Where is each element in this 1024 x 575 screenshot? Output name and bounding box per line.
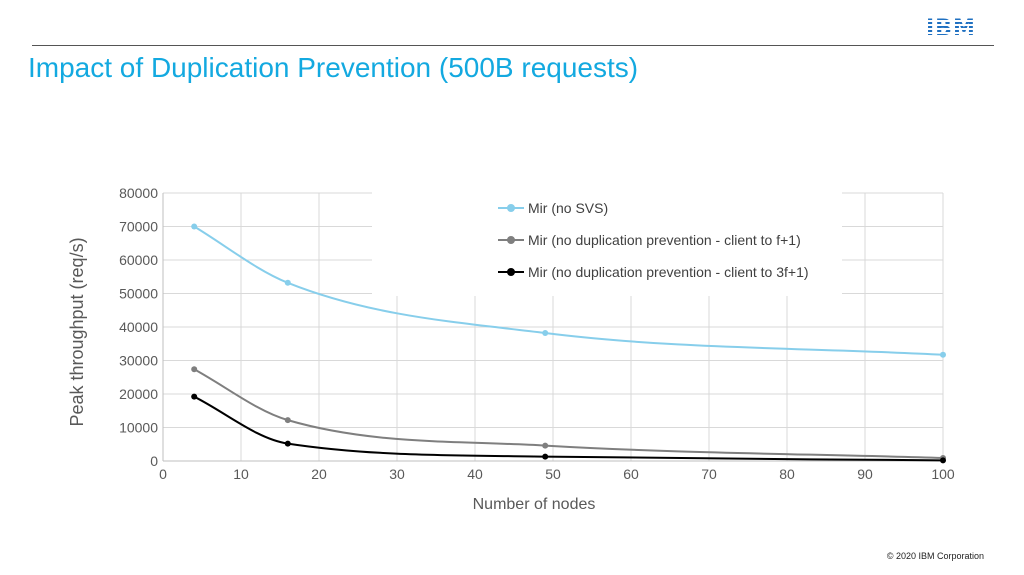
page-title: Impact of Duplication Prevention (500B r… — [28, 52, 639, 83]
legend-label: Mir (no duplication prevention - client … — [528, 232, 801, 248]
y-tick-label: 0 — [150, 453, 158, 469]
y-tick-label: 50000 — [119, 286, 158, 302]
x-tick-label: 80 — [779, 466, 795, 482]
copyright-text: © 2020 IBM Corporation — [886, 551, 984, 561]
x-tick-labels: 0 10 20 30 40 50 60 70 80 90 100 — [159, 466, 955, 482]
legend-background — [372, 188, 842, 296]
legend-swatch-marker — [507, 236, 515, 244]
y-tick-label: 20000 — [119, 386, 158, 402]
y-tick-label: 40000 — [119, 319, 158, 335]
x-tick-label: 100 — [931, 466, 955, 482]
data-point — [191, 223, 198, 230]
data-point — [284, 417, 291, 424]
data-point — [542, 442, 549, 449]
y-tick-label: 60000 — [119, 252, 158, 268]
data-point — [284, 279, 291, 286]
data-point — [940, 457, 946, 464]
y-tick-label: 80000 — [119, 185, 158, 201]
chart-legend: Mir (no SVS) Mir (no duplication preventi… — [372, 188, 842, 296]
legend-label: Mir (no SVS) — [528, 200, 608, 216]
series-line — [193, 368, 944, 459]
chart-axes — [162, 193, 943, 462]
legend-label: Mir (no duplication prevention - client … — [528, 264, 809, 280]
data-point — [191, 366, 198, 373]
y-tick-label: 70000 — [119, 219, 158, 235]
x-tick-label: 40 — [467, 466, 483, 482]
y-axis-label: Peak throughput (req/s) — [67, 237, 87, 426]
data-point — [542, 330, 549, 337]
chart-series — [191, 223, 946, 464]
data-point — [542, 453, 549, 460]
x-tick-label: 10 — [233, 466, 249, 482]
legend-swatch-marker — [507, 204, 515, 212]
series-line — [193, 395, 944, 462]
ibm-logo: IBM — [926, 16, 976, 41]
y-tick-label: 30000 — [119, 353, 158, 369]
x-tick-label: 90 — [857, 466, 873, 482]
series-line — [193, 225, 944, 356]
x-tick-label: 60 — [623, 466, 639, 482]
data-point — [940, 351, 946, 358]
legend-swatch-marker — [507, 268, 515, 276]
x-tick-label: 0 — [159, 466, 167, 482]
data-point — [284, 440, 291, 447]
data-point — [191, 393, 198, 400]
x-tick-label: 30 — [389, 466, 405, 482]
x-tick-label: 20 — [311, 466, 327, 482]
x-axis-label: Number of nodes — [473, 496, 596, 513]
y-tick-label: 10000 — [119, 420, 158, 436]
x-tick-label: 70 — [701, 466, 717, 482]
header-rule — [32, 45, 994, 46]
y-tick-labels: 0 10000 20000 30000 40000 50000 60000 70000 8000… — [119, 185, 158, 469]
x-tick-label: 50 — [545, 466, 561, 482]
